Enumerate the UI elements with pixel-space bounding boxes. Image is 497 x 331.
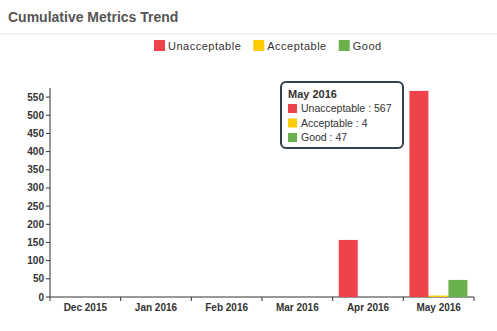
bar — [95, 297, 114, 298]
x-tick-label: May 2016 — [416, 302, 461, 313]
y-tick-label: 250 — [27, 201, 44, 212]
x-tick — [474, 297, 475, 301]
y-tick — [46, 97, 50, 98]
bar — [339, 240, 358, 297]
bar — [409, 91, 428, 297]
bar — [288, 297, 307, 298]
x-tick — [191, 297, 192, 301]
y-tick — [46, 206, 50, 207]
tooltip-swatch — [288, 119, 297, 128]
y-tick-label: 100 — [27, 255, 44, 266]
y-tick-label: 400 — [27, 146, 44, 157]
x-tick — [332, 297, 333, 301]
bar — [166, 297, 185, 298]
bar — [56, 297, 75, 298]
x-tick-label: Jan 2016 — [135, 302, 178, 313]
y-tick — [46, 115, 50, 116]
y-tick — [46, 151, 50, 152]
y-tick-label: 350 — [27, 164, 44, 175]
y-tick-label: 50 — [33, 273, 45, 284]
title-separator — [0, 34, 497, 35]
y-tick — [46, 278, 50, 279]
y-tick-label: 200 — [27, 219, 44, 230]
legend-swatch — [154, 40, 165, 51]
y-tick-label: 450 — [27, 128, 44, 139]
bar — [307, 297, 326, 298]
bar — [146, 297, 165, 298]
y-tick — [46, 169, 50, 170]
legend-label: Acceptable — [267, 40, 326, 52]
x-tick-label: Dec 2015 — [64, 302, 108, 313]
title: Cumulative Metrics Trend — [8, 9, 178, 25]
x-tick-label: Apr 2016 — [347, 302, 390, 313]
legend-label: Good — [353, 40, 382, 52]
x-tick — [120, 297, 121, 301]
bar — [268, 297, 287, 298]
bar — [358, 297, 377, 298]
y-tick-label: 550 — [27, 92, 44, 103]
y-tick — [46, 242, 50, 243]
y-tick-label: 300 — [27, 182, 44, 193]
tooltip: May 2016 Unacceptable : 567 Acceptable : 4… — [281, 82, 403, 148]
x-tick-label: Mar 2016 — [276, 302, 319, 313]
bar — [76, 297, 95, 298]
bar — [236, 297, 255, 298]
x-tick — [50, 297, 51, 301]
tooltip-box — [281, 82, 403, 148]
legend: Unacceptable Acceptable Good — [154, 40, 382, 52]
legend-swatch — [253, 40, 264, 51]
tooltip-line: Acceptable : 4 — [301, 117, 368, 129]
y-tick — [46, 187, 50, 188]
bar — [448, 280, 467, 297]
tooltip-line: Good : 47 — [301, 131, 347, 143]
y-tick — [46, 260, 50, 261]
bar — [217, 297, 236, 298]
tooltip-swatch — [288, 133, 297, 142]
tooltip-title: May 2016 — [288, 88, 337, 100]
y-tick-label: 500 — [27, 110, 44, 121]
legend-label: Unacceptable — [168, 40, 241, 52]
tooltip-swatch — [288, 104, 297, 113]
y-tick — [46, 297, 50, 298]
y-axis-line — [50, 88, 51, 297]
bar — [378, 297, 397, 298]
y-tick-label: 150 — [27, 237, 44, 248]
x-tick — [262, 297, 263, 301]
chart-svg: Cumulative Metrics Trend Unacceptable Acce… — [0, 0, 497, 331]
legend-swatch — [339, 40, 350, 51]
x-tick — [403, 297, 404, 301]
chart-container: Cumulative Metrics Trend Unacceptable Acce… — [0, 0, 497, 331]
y-tick — [46, 224, 50, 225]
bar — [127, 297, 146, 298]
x-axis: Dec 2015 Jan 2016 Feb 2016 Mar 2016 Apr 2016… — [50, 297, 474, 313]
y-tick-label: 0 — [38, 292, 44, 303]
y-tick — [46, 133, 50, 134]
y-axis: 0 50 100 150 200 250 300 350 400 450 500 550 — [27, 88, 50, 303]
x-tick-label: Feb 2016 — [205, 302, 248, 313]
tooltip-line: Unacceptable : 567 — [301, 102, 392, 114]
bar — [429, 296, 448, 297]
bar — [197, 297, 216, 298]
